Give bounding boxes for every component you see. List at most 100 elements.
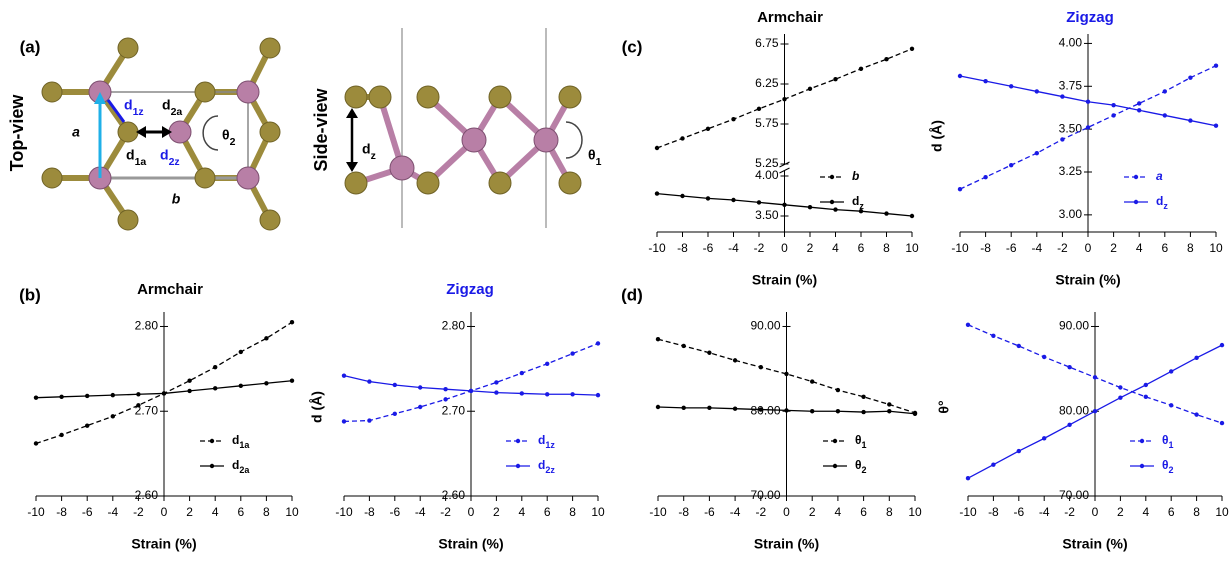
x-tick-label: -4 (107, 505, 118, 519)
data-point (884, 57, 888, 61)
x-tick-label: 0 (468, 505, 475, 519)
x-tick-label: -8 (678, 505, 689, 519)
data-point (884, 211, 888, 215)
legend-marker (516, 439, 520, 443)
x-tick-label: -8 (980, 241, 991, 255)
data-point (733, 406, 737, 410)
chart-title: Zigzag (1066, 9, 1114, 26)
legend-label: dz (1156, 194, 1168, 211)
x-tick-label: -8 (988, 505, 999, 519)
data-point (656, 337, 660, 341)
data-point (991, 462, 995, 466)
data-point (34, 395, 38, 399)
x-tick-label: -2 (754, 241, 765, 255)
data-point (706, 196, 710, 200)
x-axis-title: Strain (%) (1055, 272, 1120, 288)
data-point (1111, 103, 1115, 107)
panel-label: (c) (622, 37, 643, 56)
x-tick-label: -10 (648, 241, 666, 255)
x-tick-label: 10 (285, 505, 299, 519)
data-point (342, 419, 346, 423)
y-tick-label: 6.75 (755, 36, 779, 50)
x-tick-label: 8 (883, 241, 890, 255)
data-point (1137, 101, 1141, 105)
x-tick-label: 0 (1092, 505, 1099, 519)
data-point (469, 389, 473, 393)
data-point (861, 395, 865, 399)
x-tick-label: 10 (905, 241, 919, 255)
x-tick-label: 8 (1193, 505, 1200, 519)
x-axis-title: Strain (%) (1062, 536, 1127, 552)
data-point (1009, 84, 1013, 88)
y-tick-label: 3.75 (1059, 78, 1083, 92)
data-point (1060, 137, 1064, 141)
lattice-label: a (72, 124, 80, 140)
data-point (731, 117, 735, 121)
data-point (1086, 100, 1090, 104)
legend-marker (1140, 464, 1144, 468)
x-tick-label: -6 (82, 505, 93, 519)
data-point (1169, 403, 1173, 407)
legend-label: θ2 (1162, 458, 1174, 475)
x-tick-label: 4 (835, 505, 842, 519)
y-tick-label: 70.00 (1059, 488, 1089, 502)
data-point (733, 358, 737, 362)
y-tick-label: 4.00 (1059, 36, 1083, 50)
x-tick-label: -6 (389, 505, 400, 519)
x-tick-label: -6 (1006, 241, 1017, 255)
x-tick-label: -2 (1057, 241, 1068, 255)
y-tick-label: 2.80 (442, 319, 466, 333)
data-point (187, 389, 191, 393)
data-point (1214, 124, 1218, 128)
legend-marker (1140, 439, 1144, 443)
data-point (290, 320, 294, 324)
data-point (239, 384, 243, 388)
legend-marker (516, 464, 520, 468)
x-tick-label: 8 (1187, 241, 1194, 255)
bond-label: d1z (124, 97, 144, 118)
legend-marker (830, 200, 834, 204)
data-point (213, 365, 217, 369)
data-point (680, 136, 684, 140)
data-point (759, 407, 763, 411)
view-title: Top-view (7, 94, 27, 172)
data-point (239, 350, 243, 354)
legend-marker (830, 175, 834, 179)
data-point (85, 423, 89, 427)
bond-label: d2a (162, 97, 182, 118)
data-point (983, 79, 987, 83)
data-point (1093, 375, 1097, 379)
data-point (85, 394, 89, 398)
data-point (443, 397, 447, 401)
data-point (836, 388, 840, 392)
legend-marker (1134, 200, 1138, 204)
data-point (808, 87, 812, 91)
y-tick-label: 6.25 (755, 76, 779, 90)
bond-label: d1a (126, 147, 146, 168)
y-axis-title: d (Å) (929, 120, 945, 152)
y-axis-title: θ° (936, 400, 952, 413)
data-point (913, 412, 917, 416)
data-point (784, 372, 788, 376)
x-tick-label: -6 (1013, 505, 1024, 519)
data-point (520, 371, 524, 375)
data-point (367, 379, 371, 383)
x-tick-label: -4 (728, 241, 739, 255)
data-point (682, 406, 686, 410)
x-tick-label: -10 (649, 505, 667, 519)
data-point (1009, 163, 1013, 167)
data-point (1067, 365, 1071, 369)
x-tick-label: 2 (1110, 241, 1117, 255)
data-point (707, 351, 711, 355)
side-view-diagram (345, 28, 582, 228)
x-tick-label: -10 (959, 505, 977, 519)
data-point (1169, 369, 1173, 373)
data-point (393, 383, 397, 387)
data-point (991, 334, 995, 338)
x-tick-label: 4 (832, 241, 839, 255)
x-tick-label: 2 (186, 505, 193, 519)
data-point (1163, 113, 1167, 117)
x-tick-label: -4 (730, 505, 741, 519)
y-tick-label: 3.25 (1059, 164, 1083, 178)
x-tick-label: 10 (1215, 505, 1229, 519)
